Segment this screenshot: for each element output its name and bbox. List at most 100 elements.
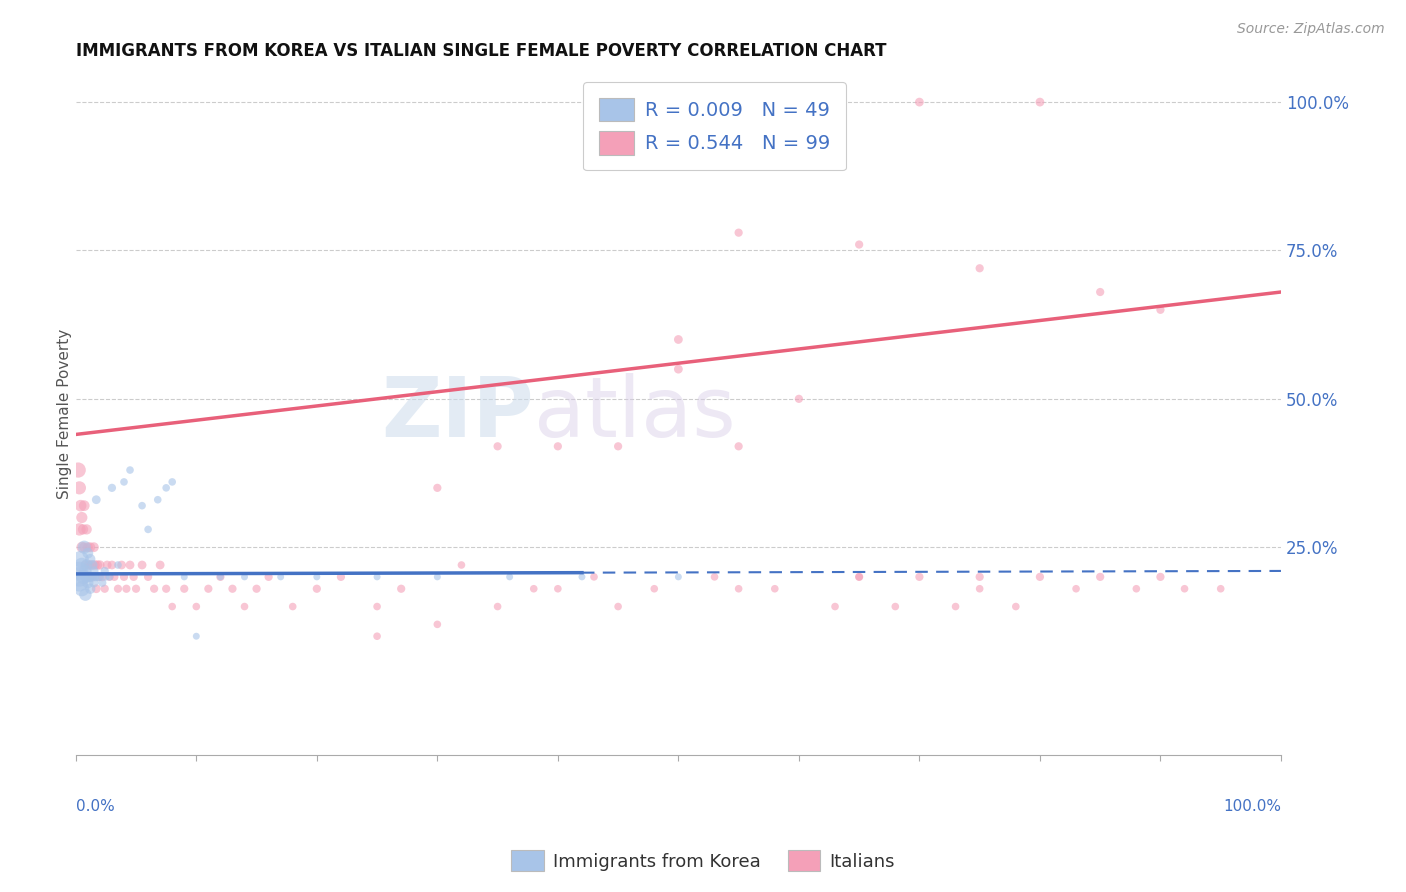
Point	[197, 582, 219, 596]
Point	[270, 570, 292, 584]
Point	[82, 570, 104, 584]
Point	[86, 570, 108, 584]
Point	[70, 540, 93, 554]
Point	[848, 237, 870, 252]
Point	[305, 570, 328, 584]
Point	[73, 499, 96, 513]
Point	[450, 558, 472, 572]
Point	[101, 481, 124, 495]
Point	[79, 582, 101, 596]
Point	[67, 463, 90, 477]
Point	[83, 540, 105, 554]
Point	[969, 261, 991, 276]
Point	[389, 582, 412, 596]
Point	[173, 582, 195, 596]
Point	[703, 570, 725, 584]
Point	[848, 570, 870, 584]
Point	[143, 582, 166, 596]
Point	[67, 564, 90, 578]
Point	[69, 499, 91, 513]
Point	[98, 570, 121, 584]
Point	[787, 95, 810, 109]
Point	[155, 481, 177, 495]
Point	[94, 570, 117, 584]
Point	[366, 599, 388, 614]
Y-axis label: Single Female Poverty: Single Female Poverty	[58, 328, 72, 499]
Point	[89, 570, 111, 584]
Point	[221, 582, 243, 596]
Legend: R = 0.009   N = 49, R = 0.544   N = 99: R = 0.009 N = 49, R = 0.544 N = 99	[583, 82, 846, 170]
Point	[281, 599, 304, 614]
Point	[112, 570, 135, 584]
Point	[125, 582, 148, 596]
Text: Source: ZipAtlas.com: Source: ZipAtlas.com	[1237, 22, 1385, 37]
Point	[1064, 582, 1087, 596]
Point	[146, 492, 169, 507]
Point	[666, 570, 689, 584]
Point	[131, 499, 153, 513]
Point	[73, 540, 96, 554]
Point	[110, 558, 132, 572]
Point	[486, 599, 509, 614]
Point	[426, 570, 449, 584]
Point	[80, 558, 103, 572]
Point	[67, 522, 90, 536]
Point	[67, 570, 90, 584]
Point	[1149, 570, 1171, 584]
Point	[1149, 302, 1171, 317]
Point	[666, 333, 689, 347]
Point	[75, 564, 97, 578]
Point	[824, 599, 846, 614]
Point	[486, 439, 509, 453]
Point	[103, 570, 125, 584]
Point	[84, 570, 107, 584]
Point	[107, 582, 129, 596]
Point	[945, 599, 967, 614]
Point	[498, 570, 520, 584]
Point	[98, 570, 121, 584]
Point	[884, 599, 907, 614]
Point	[155, 582, 177, 596]
Point	[366, 629, 388, 643]
Point	[70, 582, 93, 596]
Point	[75, 588, 97, 602]
Point	[76, 558, 98, 572]
Point	[79, 570, 101, 584]
Text: ZIP: ZIP	[381, 373, 534, 454]
Point	[87, 570, 110, 584]
Point	[426, 481, 449, 495]
Point	[84, 558, 107, 572]
Point	[1173, 582, 1195, 596]
Point	[101, 558, 124, 572]
Point	[160, 599, 183, 614]
Point	[70, 510, 93, 524]
Point	[257, 570, 280, 584]
Point	[727, 439, 749, 453]
Text: 100.0%: 100.0%	[1223, 799, 1281, 814]
Point	[969, 570, 991, 584]
Point	[1088, 285, 1111, 299]
Point	[112, 475, 135, 489]
Point	[118, 463, 141, 477]
Point	[91, 570, 114, 584]
Point	[77, 570, 100, 584]
Point	[233, 599, 256, 614]
Point	[80, 570, 103, 584]
Point	[72, 570, 94, 584]
Text: IMMIGRANTS FROM KOREA VS ITALIAN SINGLE FEMALE POVERTY CORRELATION CHART: IMMIGRANTS FROM KOREA VS ITALIAN SINGLE …	[76, 42, 886, 60]
Point	[89, 558, 111, 572]
Point	[160, 475, 183, 489]
Point	[1029, 95, 1052, 109]
Point	[149, 558, 172, 572]
Point	[643, 582, 665, 596]
Point	[329, 570, 352, 584]
Point	[84, 582, 107, 596]
Point	[67, 575, 90, 590]
Point	[209, 570, 232, 584]
Point	[969, 582, 991, 596]
Point	[122, 570, 145, 584]
Point	[173, 570, 195, 584]
Point	[73, 540, 96, 554]
Point	[571, 570, 593, 584]
Point	[305, 582, 328, 596]
